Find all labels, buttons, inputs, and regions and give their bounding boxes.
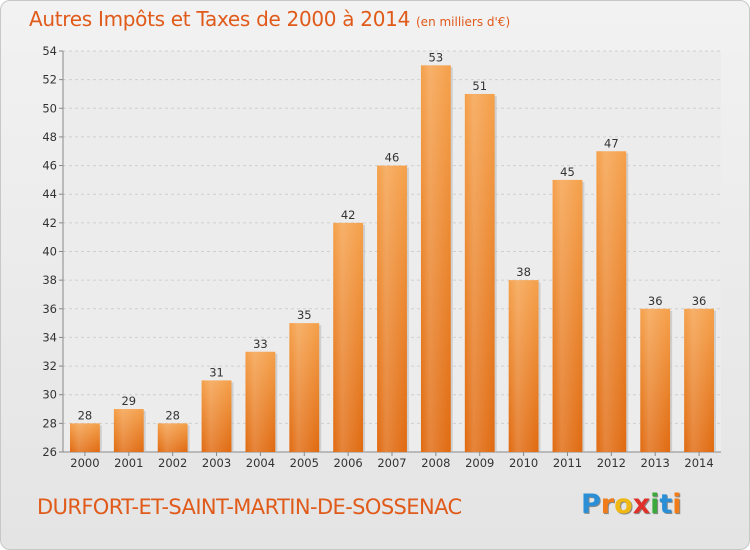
- data-label: 45: [560, 165, 575, 179]
- x-tick-label: 2006: [333, 456, 362, 470]
- bars: [70, 65, 716, 453]
- y-tick-label: 46: [42, 159, 57, 173]
- bar-highlight: [201, 380, 232, 452]
- bar-highlight: [640, 308, 671, 452]
- chart-title: Autres Impôts et Taxes de 2000 à 2014 (en…: [29, 7, 510, 31]
- data-label: 47: [604, 136, 619, 150]
- commune-name: DURFORT-ET-SAINT-MARTIN-DE-SOSSENAC: [37, 495, 462, 519]
- x-tick-label: 2001: [114, 456, 143, 470]
- logo-letter: i: [672, 489, 682, 520]
- y-tick-label: 40: [42, 245, 57, 259]
- x-tick-label: 2002: [158, 456, 187, 470]
- x-tick-label: 2011: [553, 456, 582, 470]
- proxiti-logo: Proxiti: [581, 489, 682, 520]
- x-tick-label: 2007: [377, 456, 406, 470]
- logo-letter: o: [614, 489, 633, 520]
- bar-highlight: [245, 351, 276, 452]
- x-tick-label: 2012: [597, 456, 626, 470]
- data-label: 31: [209, 365, 224, 379]
- y-tick-label: 48: [42, 130, 57, 144]
- bar-highlight: [333, 222, 364, 452]
- x-tick-label: 2000: [70, 456, 99, 470]
- x-tick-label: 2010: [509, 456, 538, 470]
- x-tick-label: 2004: [246, 456, 275, 470]
- y-tick-label: 50: [42, 101, 57, 115]
- bar-highlight: [289, 323, 320, 452]
- y-tick-label: 34: [42, 330, 57, 344]
- data-label: 38: [516, 265, 531, 279]
- logo-letter: x: [632, 489, 651, 520]
- bar-highlight: [464, 93, 495, 452]
- bar-highlight: [684, 308, 714, 452]
- y-tick-label: 30: [42, 388, 57, 402]
- logo-letter: i: [650, 489, 660, 520]
- x-tick-label: 2013: [641, 456, 670, 470]
- y-tick-label: 54: [42, 44, 57, 58]
- bar-highlight: [157, 423, 188, 452]
- x-tick-label: 2003: [202, 456, 231, 470]
- y-tick-label: 42: [42, 216, 57, 230]
- bar-highlight: [70, 423, 100, 452]
- data-label: 42: [341, 208, 356, 222]
- y-tick-label: 38: [42, 273, 57, 287]
- chart-unit: (en milliers d'€): [416, 15, 511, 29]
- bar-highlight: [508, 280, 539, 452]
- chart-title-text: Autres Impôts et Taxes de 2000 à 2014: [29, 7, 410, 31]
- bar-highlight: [113, 409, 144, 452]
- logo-letter: r: [600, 489, 615, 520]
- y-tick-label: 36: [42, 302, 57, 316]
- data-label: 46: [385, 151, 400, 165]
- bar-highlight: [420, 65, 451, 453]
- data-label: 35: [297, 308, 312, 322]
- bar-highlight: [552, 179, 583, 452]
- y-tick-label: 32: [42, 359, 57, 373]
- y-tick-label: 52: [42, 73, 57, 87]
- data-label: 53: [429, 50, 444, 64]
- bar-highlight: [377, 165, 407, 453]
- logo-letter: P: [581, 489, 601, 520]
- labels: 26 28 30 32 34 36 38 40 42 44 46 48 50 52 54 28 2000 29 20…: [42, 44, 713, 470]
- data-label: 36: [648, 294, 663, 308]
- data-label: 29: [121, 394, 136, 408]
- bar-highlight: [596, 151, 627, 452]
- data-label: 28: [165, 408, 180, 422]
- x-tick-label: 2008: [421, 456, 450, 470]
- data-label: 33: [253, 337, 268, 351]
- x-tick-label: 2005: [290, 456, 319, 470]
- y-tick-label: 26: [42, 445, 57, 459]
- y-tick-label: 44: [42, 187, 57, 201]
- data-label: 51: [472, 79, 487, 93]
- logo-letter: t: [659, 489, 673, 520]
- x-tick-label: 2014: [684, 456, 713, 470]
- data-label: 36: [692, 294, 707, 308]
- y-tick-label: 28: [42, 416, 57, 430]
- x-tick-label: 2009: [465, 456, 494, 470]
- data-label: 28: [78, 408, 93, 422]
